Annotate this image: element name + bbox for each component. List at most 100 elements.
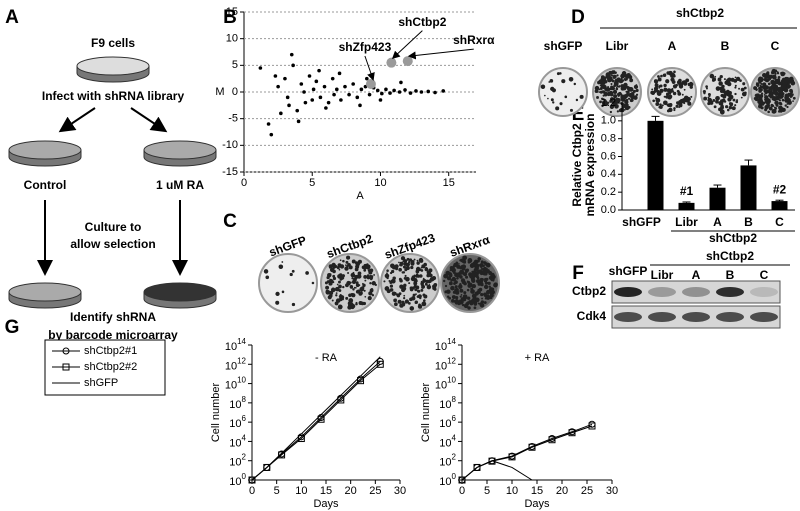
y-tick-base: 10	[229, 457, 241, 469]
colony	[479, 302, 484, 307]
y-tick-base: 10	[439, 399, 451, 411]
colony	[432, 286, 436, 291]
y-tick-label: -15	[222, 166, 238, 178]
dish-top	[76, 56, 150, 76]
colony	[623, 82, 628, 88]
dish-top	[8, 140, 82, 160]
colony	[707, 96, 710, 99]
colony	[345, 264, 347, 266]
annotation: - RA	[315, 352, 338, 364]
point	[307, 74, 312, 78]
colony	[275, 291, 280, 296]
colony	[785, 95, 789, 98]
marker	[357, 377, 365, 385]
colony	[683, 102, 686, 105]
colony	[568, 76, 574, 82]
colony	[360, 301, 365, 306]
colony	[719, 74, 723, 79]
colony	[549, 79, 554, 83]
x-tick-label: 0	[241, 177, 247, 189]
y-tick-label: 106	[439, 414, 456, 430]
colony	[766, 103, 770, 108]
bar	[709, 187, 726, 210]
point	[310, 98, 315, 102]
colony	[600, 97, 604, 100]
colony	[756, 93, 760, 97]
colony	[346, 255, 351, 260]
colony	[598, 88, 601, 91]
colony	[341, 297, 344, 301]
colony	[463, 281, 467, 286]
colony	[777, 81, 782, 86]
point	[388, 91, 392, 95]
colony	[336, 283, 339, 286]
colony	[338, 280, 341, 284]
panel-label: A	[5, 7, 19, 28]
label: A	[692, 268, 701, 282]
colony	[462, 261, 465, 264]
colony	[600, 81, 605, 86]
colony	[601, 101, 605, 104]
colony	[673, 109, 676, 112]
colony	[305, 271, 309, 275]
marker	[568, 429, 576, 437]
colony	[393, 298, 397, 303]
arrow	[130, 107, 168, 133]
colony	[459, 272, 462, 275]
y-tick-label: 108	[439, 395, 456, 411]
colony	[705, 87, 708, 90]
colony	[489, 271, 492, 274]
colony	[467, 296, 471, 300]
colony	[456, 276, 459, 280]
colony	[422, 293, 426, 297]
colony	[655, 102, 660, 106]
colony	[594, 89, 599, 94]
colony	[625, 98, 629, 102]
marker	[278, 451, 286, 459]
colony	[661, 104, 664, 107]
y-tick-label: 15	[226, 6, 238, 18]
colony	[624, 103, 629, 108]
point	[326, 100, 331, 105]
colony	[667, 95, 672, 100]
y-tick-label: 1.0	[601, 115, 616, 127]
colony	[454, 274, 457, 277]
colony	[790, 95, 793, 98]
colony	[406, 257, 410, 261]
point	[358, 103, 362, 108]
marker	[297, 435, 305, 443]
colony	[328, 281, 333, 286]
colony	[769, 96, 772, 99]
colony	[773, 91, 779, 96]
point	[347, 92, 351, 97]
point	[367, 92, 372, 97]
y-tick-label: 0	[232, 86, 238, 98]
y-tick-label: 100	[229, 472, 246, 488]
colony	[780, 105, 782, 108]
panel-label: B	[223, 7, 237, 28]
colony	[394, 264, 399, 269]
colony	[616, 74, 619, 77]
marker	[548, 436, 556, 444]
colony	[463, 291, 467, 295]
colony	[599, 90, 603, 94]
colony	[368, 270, 373, 275]
colony	[677, 92, 682, 96]
colony	[419, 274, 423, 278]
colony	[403, 277, 407, 280]
colony	[488, 285, 491, 288]
marker	[508, 453, 516, 461]
colony	[663, 95, 666, 98]
colony	[635, 93, 639, 96]
colony	[781, 83, 787, 89]
colony	[339, 259, 342, 262]
colony	[603, 92, 608, 97]
point	[258, 66, 263, 70]
y-tick-base: 10	[229, 418, 241, 430]
colony	[451, 267, 456, 273]
colony	[417, 289, 421, 293]
x-tick-label: 20	[345, 485, 357, 497]
colony	[481, 283, 484, 287]
colony	[766, 71, 770, 75]
label: Cdk4	[577, 309, 607, 323]
